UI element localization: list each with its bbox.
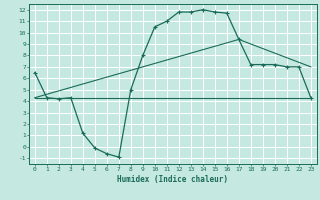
X-axis label: Humidex (Indice chaleur): Humidex (Indice chaleur) bbox=[117, 175, 228, 184]
